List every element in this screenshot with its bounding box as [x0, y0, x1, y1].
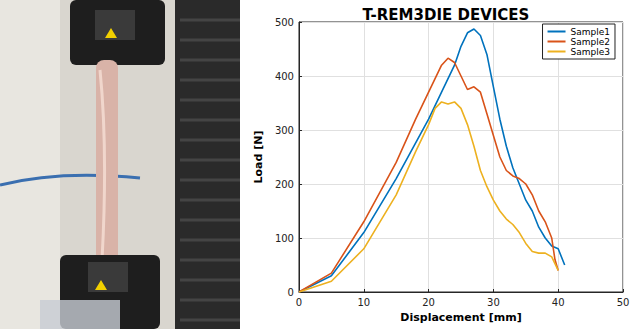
svg-text:50: 50 — [617, 297, 630, 308]
svg-text:T-REM3DIE DEVICES: T-REM3DIE DEVICES — [363, 6, 530, 24]
svg-text:Sample2: Sample2 — [571, 37, 610, 47]
svg-text:Sample3: Sample3 — [571, 47, 610, 57]
svg-text:400: 400 — [275, 71, 294, 82]
svg-text:10: 10 — [357, 297, 370, 308]
svg-text:300: 300 — [275, 125, 294, 136]
svg-text:100: 100 — [275, 233, 294, 244]
svg-text:500: 500 — [275, 17, 294, 28]
svg-text:Sample1: Sample1 — [571, 27, 610, 37]
svg-text:30: 30 — [487, 297, 500, 308]
svg-text:200: 200 — [275, 179, 294, 190]
svg-text:40: 40 — [552, 297, 565, 308]
svg-text:20: 20 — [422, 297, 435, 308]
svg-text:Displacement [mm]: Displacement [mm] — [400, 311, 521, 324]
svg-text:0: 0 — [296, 297, 302, 308]
svg-text:Load [N]: Load [N] — [252, 131, 265, 184]
svg-text:0: 0 — [288, 287, 294, 298]
